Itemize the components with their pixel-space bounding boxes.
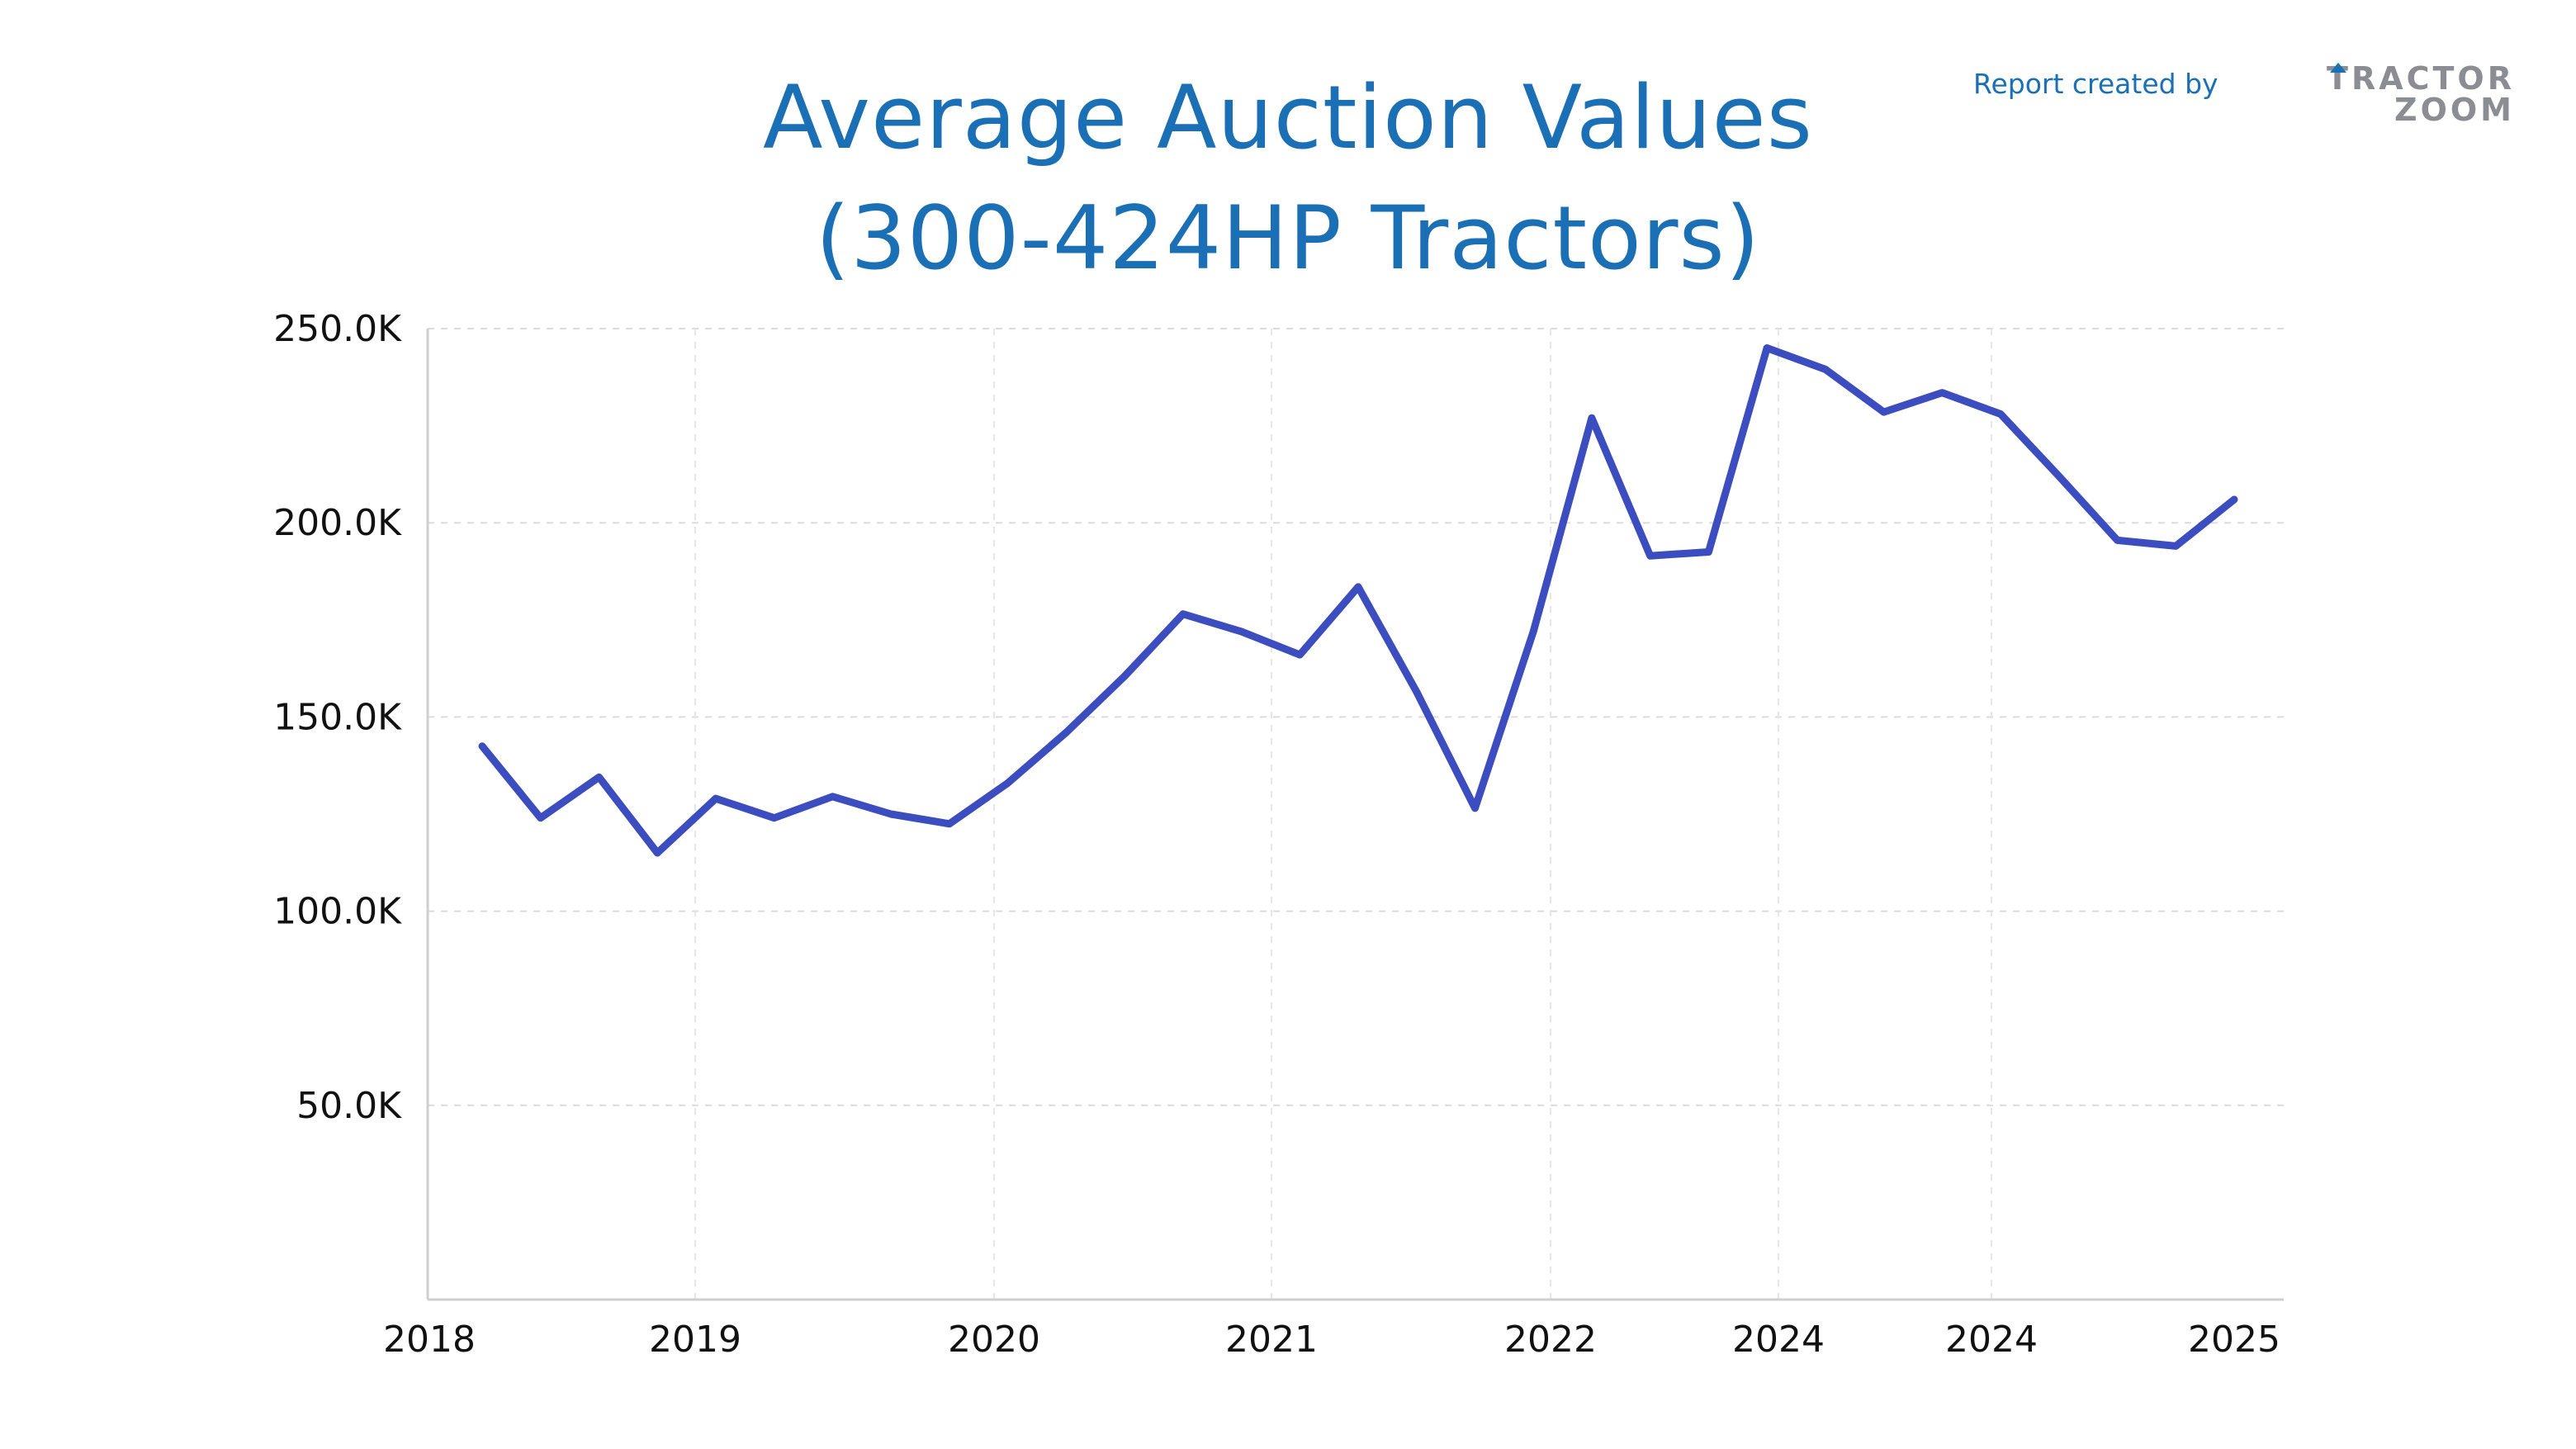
logo-accent-icon xyxy=(2330,63,2346,73)
data-point xyxy=(1063,729,1070,736)
data-point xyxy=(1997,410,2005,418)
data-point xyxy=(654,850,661,856)
data-point xyxy=(945,820,953,827)
axes xyxy=(426,329,2284,1301)
data-point xyxy=(712,795,719,803)
data-point xyxy=(1004,779,1011,787)
x-tick-label: 2025 xyxy=(2188,1319,2280,1361)
data-point xyxy=(888,811,895,817)
chart-subtitle: (300-424HP Tractors) xyxy=(815,187,1761,289)
data-point xyxy=(2172,542,2180,550)
chart-title-block: Average Auction Values (300-424HP Tracto… xyxy=(0,58,2576,299)
data-point xyxy=(595,774,603,781)
data-point xyxy=(1179,610,1186,618)
y-tick-label: 150.0K xyxy=(273,696,402,738)
y-tick-label: 200.0K xyxy=(273,502,402,544)
x-tick-label: 2024 xyxy=(1945,1319,2038,1361)
data-point xyxy=(1238,627,1245,635)
x-tick-label: 2021 xyxy=(1225,1319,1318,1361)
data-point xyxy=(1821,366,1829,373)
tractor-zoom-logo: TRACTOR ZOOM xyxy=(2327,61,2515,127)
x-axis-ticks: 2018 2019 2020 2021 2022 2024 2024 2025 xyxy=(383,1319,2280,1361)
chart-title: Average Auction Values xyxy=(762,67,1813,168)
x-tick-label: 2024 xyxy=(1732,1319,1825,1361)
logo-line-2: ZOOM xyxy=(2394,92,2515,127)
data-point xyxy=(2114,537,2121,544)
brand-caption: Report created by xyxy=(1973,68,2218,100)
data-point xyxy=(1939,389,1946,396)
data-point xyxy=(1588,414,1595,422)
brand-block: Report created by TRACTOR ZOOM xyxy=(1973,61,2518,127)
logo-line-1: TRACTOR xyxy=(2327,61,2515,97)
x-tick-label: 2018 xyxy=(383,1319,476,1361)
x-tick-label: 2022 xyxy=(1504,1319,1597,1361)
data-point xyxy=(2231,496,2237,503)
y-tick-label: 250.0K xyxy=(273,308,402,350)
y-tick-label: 50.0K xyxy=(296,1085,402,1127)
grid-lines xyxy=(428,328,2284,1300)
y-tick-label: 100.0K xyxy=(273,891,402,933)
data-point xyxy=(2055,472,2062,480)
series-line xyxy=(478,344,2238,857)
data-point xyxy=(1880,409,1887,416)
data-point xyxy=(537,814,544,822)
series-layer xyxy=(478,344,2238,857)
data-point xyxy=(1705,548,1712,556)
data-point xyxy=(829,793,836,800)
data-point xyxy=(1355,583,1361,590)
data-point xyxy=(1764,344,1771,352)
x-tick-label: 2019 xyxy=(649,1319,741,1361)
data-point xyxy=(1646,552,1654,560)
data-point xyxy=(1471,804,1479,812)
data-point xyxy=(1413,688,1420,695)
y-axis-ticks: 50.0K 100.0K 150.0K 200.0K 250.0K xyxy=(273,308,402,1127)
x-tick-label: 2020 xyxy=(948,1319,1040,1361)
data-point xyxy=(1121,673,1129,680)
data-point xyxy=(770,814,778,822)
data-point xyxy=(479,742,485,750)
data-point xyxy=(1530,627,1537,635)
data-point xyxy=(1296,651,1304,659)
